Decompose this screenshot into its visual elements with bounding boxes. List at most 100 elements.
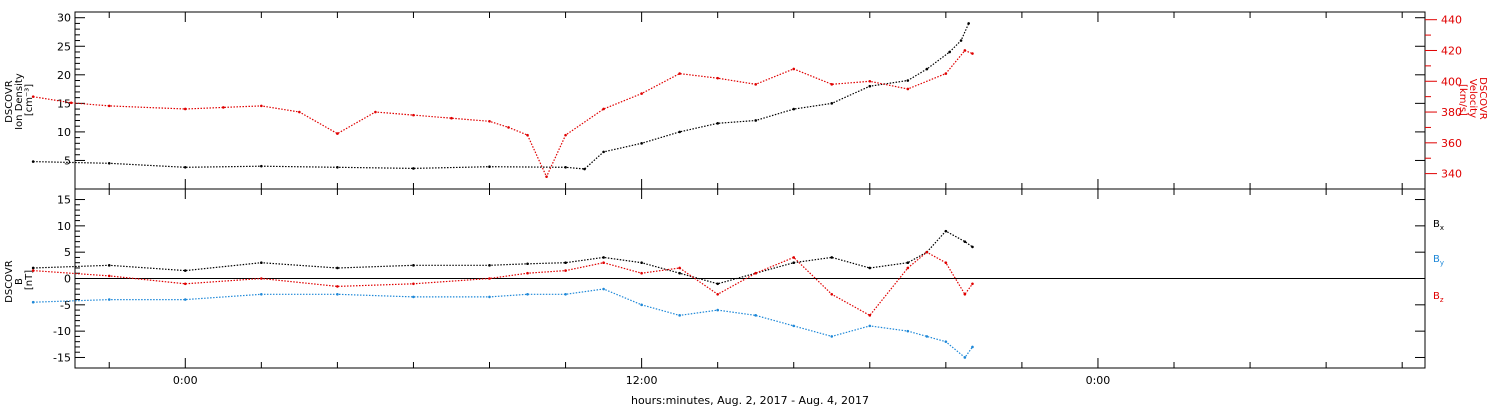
data-point (260, 104, 263, 108)
data-point (336, 266, 339, 270)
x-tick-label: 0:00 (1086, 374, 1111, 387)
data-point (31, 160, 35, 163)
data-point (336, 285, 339, 288)
data-point (830, 83, 834, 86)
data-point (336, 166, 339, 169)
y-tick-label: 30 (57, 12, 71, 25)
data-point (602, 287, 605, 291)
data-point (640, 142, 643, 145)
data-point (868, 266, 872, 270)
data-point (526, 262, 529, 266)
data-point (107, 264, 111, 267)
series-line (33, 230, 973, 285)
y2-tick-label: 440 (1441, 14, 1462, 27)
data-point (107, 298, 111, 301)
data-point (640, 261, 643, 265)
data-point (298, 110, 301, 114)
data-point (716, 122, 719, 125)
data-point (959, 39, 963, 42)
data-point (107, 104, 111, 108)
y-tick-label: 20 (57, 69, 71, 82)
data-point (716, 292, 719, 296)
y-tick-label: 25 (57, 40, 71, 53)
x-tick-label: 0:00 (173, 374, 198, 387)
data-point (183, 166, 187, 169)
data-point (69, 101, 73, 105)
data-point (906, 329, 910, 333)
data-point (564, 261, 567, 265)
y-tick-label: 15 (57, 97, 71, 110)
data-point (967, 22, 970, 25)
data-point (830, 335, 834, 338)
data-point (971, 345, 974, 349)
data-point (716, 76, 719, 80)
data-point (868, 324, 872, 328)
data-point (716, 282, 719, 286)
data-point (488, 295, 491, 299)
data-point (906, 266, 910, 270)
y-tick-label: 0 (64, 273, 71, 286)
data-point (792, 256, 796, 259)
x-tick-label: 12:00 (626, 374, 658, 387)
data-point (564, 269, 567, 272)
data-point (754, 271, 758, 275)
data-point (906, 87, 910, 91)
y2-tick-label: 360 (1441, 137, 1462, 150)
data-point (925, 67, 929, 71)
data-point (488, 264, 491, 267)
data-point (222, 106, 225, 109)
data-point (564, 133, 567, 137)
y-tick-label: -15 (53, 351, 71, 364)
data-point (260, 292, 263, 296)
top-panel-frame (74, 11, 1426, 190)
data-point (830, 256, 834, 259)
top-y2label: DSCOVR Velocity [km/s] (1457, 77, 1488, 123)
data-point (260, 261, 263, 265)
data-point (545, 175, 548, 178)
data-point (526, 133, 529, 137)
data-point (488, 119, 491, 123)
data-point (944, 229, 948, 233)
data-point (602, 150, 605, 154)
y2-tick-label: 340 (1441, 168, 1462, 181)
data-point (602, 107, 605, 111)
data-point (31, 266, 35, 270)
data-point (31, 269, 35, 272)
data-point (963, 292, 967, 296)
data-point (830, 292, 834, 296)
y-tick-label: 5 (64, 246, 71, 259)
data-point (183, 282, 187, 286)
data-point (583, 167, 586, 171)
y-tick-label: 15 (57, 194, 71, 207)
data-point (640, 303, 643, 307)
data-point (488, 165, 491, 169)
data-point (868, 79, 872, 83)
data-point (716, 308, 719, 312)
data-point (507, 126, 510, 129)
data-point (412, 264, 415, 267)
data-point (640, 271, 643, 275)
data-point (678, 314, 681, 317)
data-point (564, 166, 567, 169)
data-point (925, 250, 929, 254)
data-point (678, 72, 681, 75)
data-point (963, 49, 967, 52)
data-point (963, 356, 967, 359)
data-point (754, 119, 758, 122)
data-point (971, 245, 974, 249)
y-tick-label: 5 (64, 154, 71, 167)
data-point (526, 271, 529, 275)
data-point (944, 72, 948, 75)
data-point (526, 292, 529, 296)
data-point (488, 277, 491, 280)
data-point (602, 261, 605, 265)
data-point (374, 110, 377, 114)
data-point (792, 67, 796, 71)
y-tick-label: -10 (53, 325, 71, 338)
data-point (183, 269, 187, 272)
data-point (754, 83, 758, 86)
data-point (31, 300, 35, 304)
data-point (678, 271, 681, 275)
y2-tick-label: 400 (1441, 75, 1462, 88)
